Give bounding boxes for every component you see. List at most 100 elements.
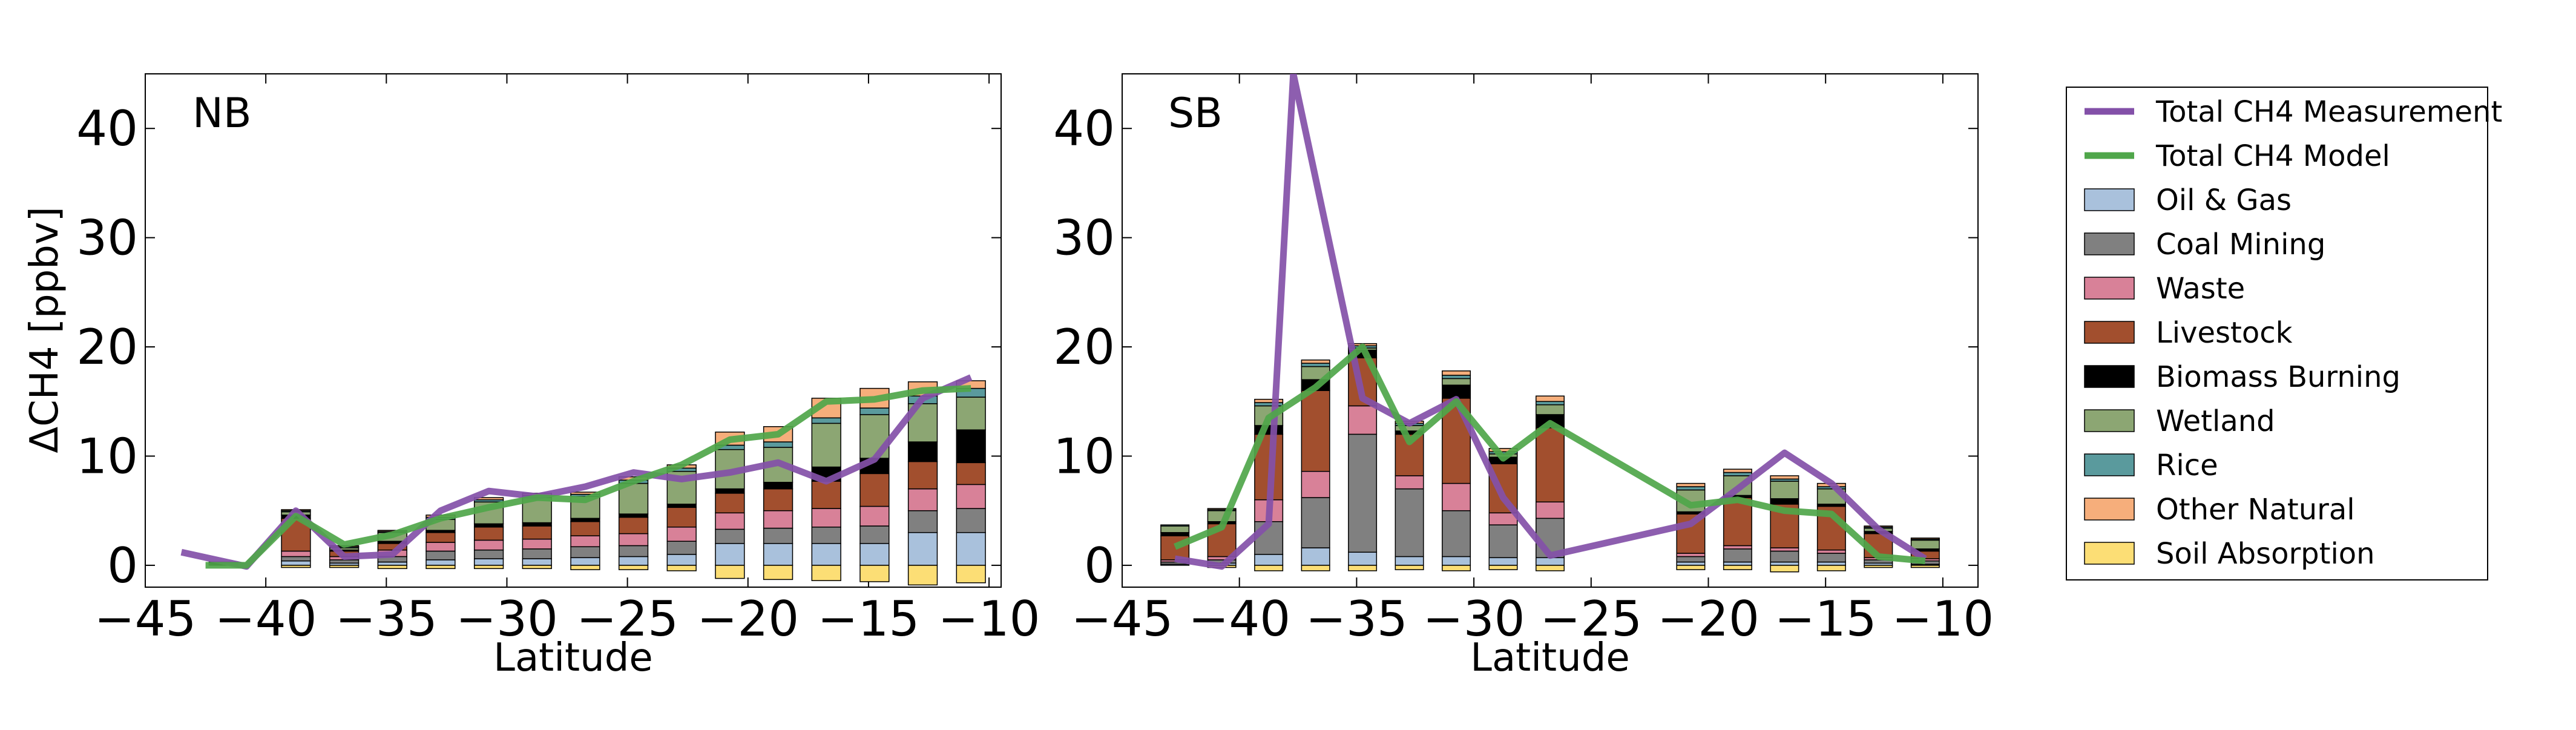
legend-swatch xyxy=(2084,498,2135,521)
bar-segment-other-natural xyxy=(1207,508,1237,510)
bar-segment-rice xyxy=(1676,486,1706,491)
y-tick-label: 0 xyxy=(1084,538,1115,594)
bar-segment-other-natural xyxy=(1301,359,1330,364)
panel-nb-yticks: 0 10 20 30 40 xyxy=(76,100,1001,594)
bar-segment-waste xyxy=(426,542,456,552)
bar-segment-rice xyxy=(859,407,890,415)
bar-segment-coal-mining xyxy=(907,510,938,533)
legend-label: Other Natural xyxy=(2156,493,2355,527)
legend-swatch xyxy=(2084,365,2135,388)
legend-frame xyxy=(2066,87,2488,580)
bar-segment-oil-and-gas xyxy=(1723,561,1752,566)
bar-segment-waste xyxy=(618,533,649,547)
legend-label: Soil Absorption xyxy=(2156,537,2375,571)
bar-segment-livestock xyxy=(1536,427,1565,503)
legend-item-livestock: Livestock xyxy=(2084,316,2293,350)
bar-segment-wetland xyxy=(1536,404,1565,415)
legend-label: Wetland xyxy=(2156,404,2275,438)
bar-segment-biomass-burning xyxy=(570,518,600,522)
bar-segment-soil-absorption xyxy=(811,565,841,581)
legend-swatch xyxy=(2084,542,2135,565)
bar-segment-soil-absorption xyxy=(859,565,890,582)
bar-segment-oil-and-gas xyxy=(811,543,841,566)
bar-segment-biomass-burning xyxy=(1160,532,1190,536)
bar-segment-soil-absorption xyxy=(1488,565,1518,570)
bar-segment-coal-mining xyxy=(666,541,697,555)
bar-segment-coal-mining xyxy=(763,527,794,544)
bar-segment-other-natural xyxy=(1442,370,1471,376)
legend-item-other-natural: Other Natural xyxy=(2084,493,2355,527)
bar-segment-soil-absorption xyxy=(377,565,407,570)
bar-segment-waste xyxy=(811,508,841,528)
legend-item-total-ch4-measurement: Total CH4 Measurement xyxy=(2085,95,2502,129)
x-tick-label: −10 xyxy=(1891,591,1994,647)
bar-segment-biomass-burning xyxy=(618,513,649,518)
bar-segment-oil-and-gas xyxy=(570,557,600,566)
legend-item-biomass-burning: Biomass Burning xyxy=(2084,360,2400,394)
bar-segment-livestock xyxy=(811,481,841,509)
bar-segment-coal-mining xyxy=(1442,510,1471,557)
bar-segment-oil-and-gas xyxy=(859,543,890,566)
bar-segment-livestock xyxy=(473,527,504,541)
bar-segment-oil-and-gas xyxy=(377,561,407,566)
bar-segment-oil-and-gas xyxy=(522,558,552,566)
bar-segment-wetland xyxy=(956,396,986,430)
legend-swatch xyxy=(2084,188,2135,211)
bar-segment-livestock xyxy=(1301,390,1330,472)
bar-segment-biomass-burning xyxy=(907,441,938,462)
y-tick-label: 10 xyxy=(76,428,138,484)
panel-sb-label: SB xyxy=(1168,90,1223,137)
x-tick-label: −25 xyxy=(1540,591,1642,647)
bar-segment-biomass-burning xyxy=(473,523,504,528)
bar-segment-livestock xyxy=(907,461,938,490)
bar-segment-waste xyxy=(1395,475,1424,490)
legend-swatch xyxy=(2084,277,2135,300)
bar-segment-soil-absorption xyxy=(329,565,360,568)
panel-sb-xticks: −45 −40 −35 −30 −25 −20 −15 −10 xyxy=(1071,74,1994,647)
bar-segment-soil-absorption xyxy=(1395,565,1424,570)
bar-segment-waste xyxy=(1676,553,1706,557)
legend-label: Biomass Burning xyxy=(2156,360,2400,394)
bar-segment-oil-and-gas xyxy=(1254,554,1284,566)
panel-nb-lines xyxy=(180,374,973,570)
panel-nb: NB Latitude 0 10 20 30 40 −45 −40 −35 −30 −25 −20… xyxy=(76,73,1040,680)
bar-segment-coal-mining xyxy=(473,549,504,559)
bar-segment-oil-and-gas xyxy=(1488,557,1518,566)
bar-segment-coal-mining xyxy=(281,556,311,562)
bar-segment-soil-absorption xyxy=(522,565,552,570)
bar-segment-other-natural xyxy=(1770,475,1799,480)
bar-segment-livestock xyxy=(426,532,456,543)
legend-swatch xyxy=(2084,453,2135,476)
x-tick-label: −35 xyxy=(335,591,438,647)
bar-segment-wetland xyxy=(811,423,841,468)
bar-segment-coal-mining xyxy=(1723,548,1752,563)
bar-segment-soil-absorption xyxy=(1816,565,1846,571)
bar-segment-livestock xyxy=(715,493,745,514)
bar-segment-livestock xyxy=(859,473,890,507)
bar-segment-waste xyxy=(1348,405,1378,435)
bar-segment-waste xyxy=(1536,501,1565,519)
bar-segment-waste xyxy=(666,527,697,542)
bar-segment-coal-mining xyxy=(1816,553,1846,563)
bar-segment-oil-and-gas xyxy=(281,560,311,566)
bar-segment-soil-absorption xyxy=(570,565,600,570)
bar-segment-oil-and-gas xyxy=(666,554,697,566)
bar-segment-coal-mining xyxy=(1488,524,1518,559)
bar-segment-soil-absorption xyxy=(618,565,649,570)
panel-nb-x-axis-label: Latitude xyxy=(493,636,652,680)
x-tick-label: −35 xyxy=(1306,591,1408,647)
x-tick-label: −10 xyxy=(938,591,1040,647)
bar-segment-oil-and-gas xyxy=(956,532,986,566)
bar-segment-biomass-burning xyxy=(956,429,986,464)
bar-segment-coal-mining xyxy=(956,508,986,533)
x-tick-label: −15 xyxy=(818,591,920,647)
line-total-ch4-model xyxy=(205,385,971,569)
bar-segment-coal-mining xyxy=(1301,497,1330,548)
bar-segment-rice xyxy=(1723,472,1752,476)
bar-segment-waste xyxy=(1442,482,1471,511)
bar-segment-coal-mining xyxy=(1676,556,1706,563)
legend-swatch xyxy=(2084,321,2135,344)
bar-segment-wetland xyxy=(1770,481,1799,499)
bar-segment-soil-absorption xyxy=(1770,565,1799,573)
bar-segment-rice xyxy=(1442,375,1471,380)
